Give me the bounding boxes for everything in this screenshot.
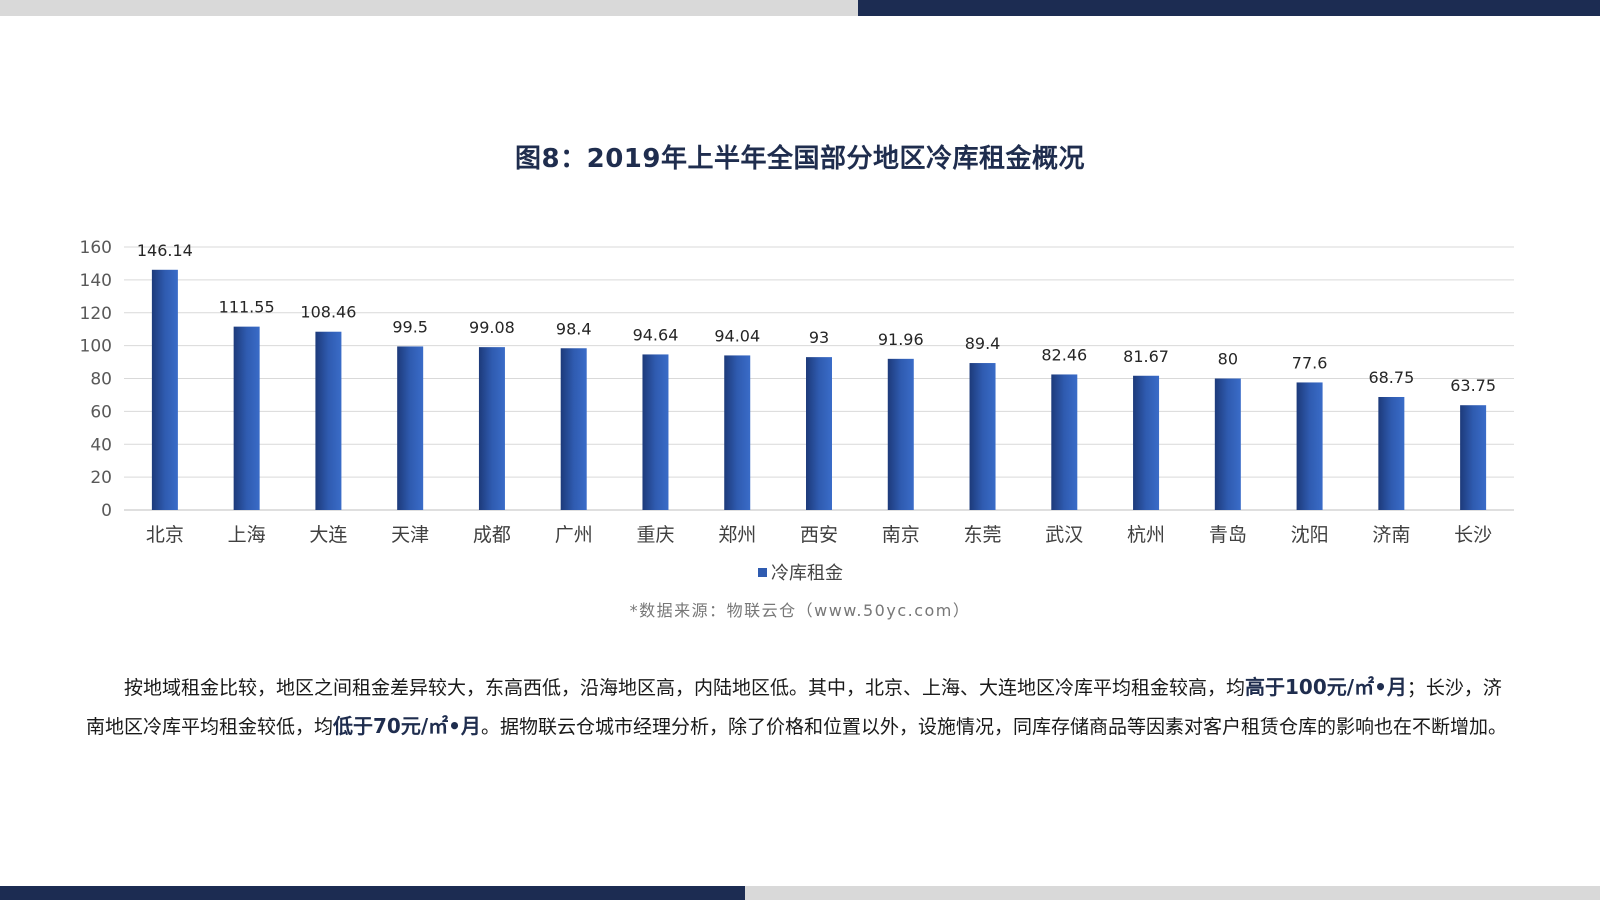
y-tick-label: 100: [80, 337, 112, 357]
x-tick-label: 上海: [228, 524, 266, 546]
y-tick-label: 120: [80, 304, 112, 324]
data-label: 68.75: [1368, 368, 1414, 387]
bar[interactable]: [1214, 378, 1241, 511]
bar[interactable]: [1460, 405, 1487, 510]
data-label: 93: [809, 328, 829, 347]
data-label: 91.96: [878, 330, 924, 349]
y-tick-label: 80: [90, 370, 112, 390]
legend-swatch: [758, 567, 767, 577]
paragraph-highlight-1: 高于100元/㎡•月: [1245, 675, 1407, 699]
bottom-decor-bar-gray: [745, 886, 1600, 900]
x-tick-label: 天津: [391, 524, 429, 546]
x-tick-label: 长沙: [1454, 524, 1492, 546]
x-tick-label: 沈阳: [1291, 524, 1329, 546]
data-label: 94.64: [633, 325, 679, 344]
x-tick-label: 武汉: [1045, 524, 1083, 546]
y-tick-label: 60: [90, 402, 112, 422]
bottom-decor-bar-navy: [0, 886, 745, 900]
x-tick-label: 东莞: [964, 524, 1002, 546]
x-tick-label: 北京: [146, 524, 184, 546]
bar-chart: 0 20 40 60 80 100 120 140 160 146.14 111.55 108.46…: [80, 238, 1514, 546]
chart-title: 图8：2019年上半年全国部分地区冷库租金概况: [515, 144, 1085, 174]
paragraph-part-2: ；长沙，济南地区冷库平均租金较低，均: [86, 677, 1502, 738]
x-tick-label: 杭州: [1127, 524, 1165, 546]
data-label: 99.08: [469, 318, 515, 337]
bars: [151, 269, 1487, 511]
analysis-paragraph: 按地域租金比较，地区之间租金差异较大，东高西低，沿海地区高，内陆地区低。其中，北…: [86, 668, 1516, 746]
bar[interactable]: [315, 331, 342, 510]
x-tick-label: 成都: [473, 524, 511, 546]
y-tick-label: 20: [90, 468, 112, 488]
data-label: 89.4: [965, 334, 1001, 353]
bar[interactable]: [397, 346, 424, 510]
chart-legend[interactable]: 冷库租金: [758, 560, 843, 584]
bar[interactable]: [969, 363, 996, 510]
paragraph-part-1: 按地域租金比较，地区之间租金差异较大，东高西低，沿海地区高，内陆地区低。其中，北…: [124, 677, 1246, 699]
x-tick-label: 大连: [309, 524, 347, 546]
bar[interactable]: [233, 326, 260, 510]
bar[interactable]: [1296, 382, 1323, 510]
y-tick-label: 140: [80, 271, 112, 291]
x-tick-label: 广州: [555, 524, 593, 546]
paragraph-part-3: 。据物联云仓城市经理分析，除了价格和位置以外，设施情况，同库存储商品等因素对客户…: [480, 716, 1507, 738]
data-source-note: *数据来源：物联云仓（www.50yc.com）: [629, 601, 971, 620]
data-label: 146.14: [137, 241, 193, 260]
bar[interactable]: [1133, 375, 1160, 510]
bar[interactable]: [560, 348, 587, 510]
data-label: 80: [1218, 350, 1238, 369]
bar[interactable]: [806, 357, 832, 510]
paragraph-highlight-2: 低于70元/㎡•月: [333, 714, 481, 738]
data-labels: 146.14 111.55 108.46 99.5 99.08 98.4 94.64 94.0…: [137, 241, 1496, 395]
data-label: 81.67: [1123, 347, 1169, 366]
data-label: 111.55: [219, 298, 275, 317]
data-label: 63.75: [1450, 376, 1496, 395]
x-tick-label: 南京: [882, 524, 920, 546]
bar[interactable]: [151, 269, 178, 510]
data-label: 94.04: [714, 326, 760, 345]
bar[interactable]: [478, 347, 505, 510]
x-axis-ticks: 北京 上海 大连 天津 成都 广州 重庆 郑州 西安 南京 东莞 武汉 杭州 青岛 沈阳 济南 长沙: [146, 524, 1492, 546]
legend-label: 冷库租金: [771, 563, 843, 584]
x-tick-label: 西安: [800, 524, 838, 546]
data-label: 99.5: [392, 317, 428, 336]
top-decor-bar-gray: [0, 0, 858, 16]
x-tick-label: 济南: [1372, 524, 1410, 546]
bar[interactable]: [642, 354, 669, 510]
x-tick-label: 重庆: [636, 524, 674, 546]
bar[interactable]: [887, 358, 914, 510]
data-label: 77.6: [1292, 353, 1328, 372]
y-tick-label: 40: [90, 435, 112, 455]
y-axis-ticks: 0 20 40 60 80 100 120 140 160: [80, 238, 112, 521]
data-label: 108.46: [300, 303, 356, 322]
data-label: 98.4: [556, 319, 592, 338]
x-tick-label: 青岛: [1209, 524, 1247, 546]
bar[interactable]: [724, 355, 751, 510]
bar[interactable]: [1051, 374, 1078, 510]
data-label: 82.46: [1041, 345, 1087, 364]
bar[interactable]: [1378, 396, 1405, 510]
top-decor-bar-navy: [858, 0, 1600, 16]
x-tick-label: 郑州: [718, 524, 756, 546]
y-tick-label: 0: [101, 501, 112, 521]
y-tick-label: 160: [80, 238, 112, 258]
